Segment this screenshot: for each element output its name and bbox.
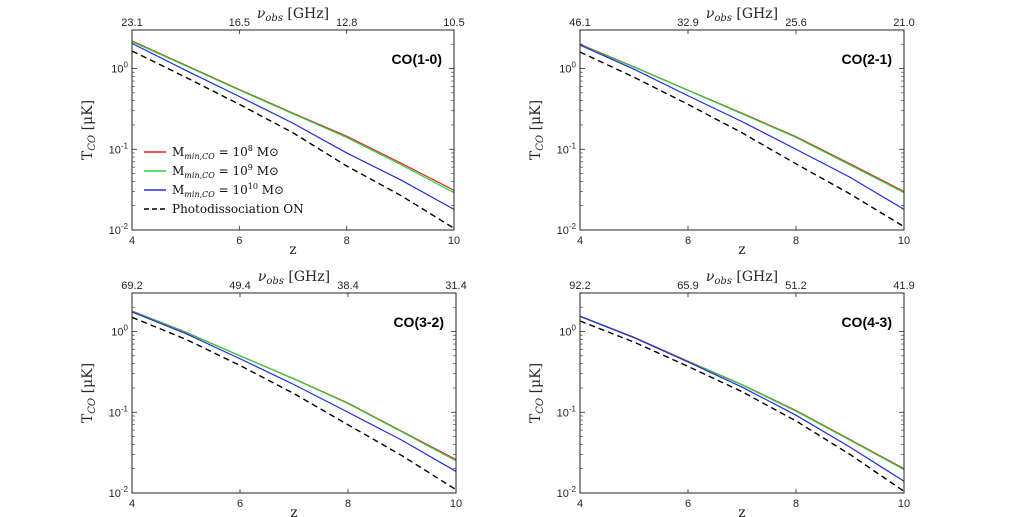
series-line-1 [579, 315, 905, 470]
top-axis-label: νobs [GHz] [706, 269, 778, 287]
y-tick-label: 10-2 [109, 485, 129, 500]
y-tick-label: 10-2 [557, 222, 577, 237]
y-tick-label: 10-1 [557, 141, 577, 156]
top-tick-label: 69.2 [121, 280, 142, 292]
axes-box [131, 292, 457, 494]
top-tick-label: 38.4 [337, 280, 358, 292]
series-line-3 [131, 42, 455, 210]
top-tick-label: 51.2 [785, 280, 806, 292]
top-tick-label: 10.5 [443, 17, 464, 29]
top-axis-label: νobs [GHz] [706, 6, 778, 24]
x-tick-label: 4 [129, 498, 135, 510]
top-tick-label: 12.8 [336, 17, 357, 29]
x-tick-label: 10 [448, 235, 460, 247]
x-tick-label: 8 [345, 498, 351, 510]
axes-box [131, 29, 455, 231]
panel-co2-1: 4 6 8 10 46.1 32.9 25.6 21.0 10-2 10-1 100 z νobs [G… [528, 6, 915, 258]
panel-co1-0: 4 6 8 10 23.1 16.5 12.8 10.5 10-2 10-1 100 z νobs [G… [80, 6, 465, 258]
y-axis-label: TCO [μK] [528, 100, 546, 160]
y-tick-label: 100 [559, 61, 576, 76]
series-line-4 [131, 50, 455, 229]
series-line-4 [131, 316, 457, 491]
x-axis-label: z [738, 242, 745, 258]
series-line-4 [579, 320, 905, 492]
top-axis-label: νobs [GHz] [257, 6, 329, 24]
y-tick-label: 10-2 [557, 485, 577, 500]
x-tick-label: 4 [129, 235, 135, 247]
series-line-2 [579, 44, 905, 194]
x-tick-label: 8 [793, 498, 799, 510]
top-tick-label: 41.9 [893, 280, 914, 292]
legend: Mmin,CO = 108 M⊙ Mmin,CO = 109 M⊙ Mmin,CO … [144, 144, 304, 216]
x-tick-label: 10 [450, 498, 462, 510]
x-axis-label: z [289, 242, 296, 258]
legend-entry-3: Mmin,CO = 1010 M⊙ [172, 182, 284, 199]
y-tick-label: 100 [111, 324, 128, 339]
top-tick-label: 16.5 [229, 17, 250, 29]
x-tick-label: 10 [898, 498, 910, 510]
top-tick-label: 23.1 [121, 17, 142, 29]
y-axis-label: TCO [μK] [80, 100, 98, 160]
x-tick-label: 6 [685, 235, 691, 247]
series-line-3 [579, 315, 905, 482]
axes-box [579, 292, 905, 494]
panel-co3-2: 4 6 8 10 69.2 49.4 38.4 31.4 10-2 10-1 100 z νobs [G… [80, 269, 467, 517]
panel-title: CO(4-3) [841, 314, 892, 330]
series-line-3 [131, 311, 457, 472]
x-axis-label: z [738, 505, 745, 517]
panel-title: CO(3-2) [393, 314, 444, 330]
x-tick-label: 6 [237, 498, 243, 510]
x-tick-label: 6 [236, 235, 242, 247]
top-tick-label: 31.4 [445, 280, 466, 292]
series-line-2 [131, 310, 457, 462]
top-tick-label: 49.4 [229, 280, 250, 292]
x-tick-label: 4 [577, 235, 583, 247]
x-tick-label: 4 [577, 498, 583, 510]
y-tick-label: 100 [111, 61, 128, 76]
y-tick-label: 10-2 [109, 222, 129, 237]
axes-box [579, 29, 905, 231]
legend-entry-4: Photodissociation ON [172, 202, 304, 216]
series-line-4 [579, 51, 905, 228]
legend-entry-1: Mmin,CO = 108 M⊙ [172, 144, 279, 161]
top-tick-label: 65.9 [677, 280, 698, 292]
panel-title: CO(1-0) [391, 51, 442, 67]
y-tick-label: 10-1 [557, 404, 577, 419]
panel-title: CO(2-1) [841, 51, 892, 67]
top-tick-label: 21.0 [893, 17, 914, 29]
y-axis-label: TCO [μK] [80, 363, 98, 423]
top-tick-label: 46.1 [569, 17, 590, 29]
top-tick-label: 32.9 [677, 17, 698, 29]
series-line-2 [131, 41, 455, 194]
y-tick-label: 100 [559, 324, 576, 339]
x-tick-label: 10 [898, 235, 910, 247]
series-line-3 [579, 44, 905, 210]
y-axis-label: TCO [μK] [528, 363, 546, 423]
x-tick-label: 6 [685, 498, 691, 510]
panel-co4-3: 4 6 8 10 92.2 65.9 51.2 41.9 10-2 10-1 100 z νobs [G… [528, 269, 915, 517]
y-tick-label: 10-1 [109, 141, 129, 156]
y-tick-label: 10-1 [109, 404, 129, 419]
legend-entry-2: Mmin,CO = 109 M⊙ [172, 163, 279, 180]
x-axis-label: z [290, 505, 297, 517]
top-tick-label: 25.6 [785, 17, 806, 29]
x-tick-label: 8 [793, 235, 799, 247]
top-tick-label: 92.2 [569, 280, 590, 292]
top-axis-label: νobs [GHz] [258, 269, 330, 287]
x-tick-label: 8 [344, 235, 350, 247]
